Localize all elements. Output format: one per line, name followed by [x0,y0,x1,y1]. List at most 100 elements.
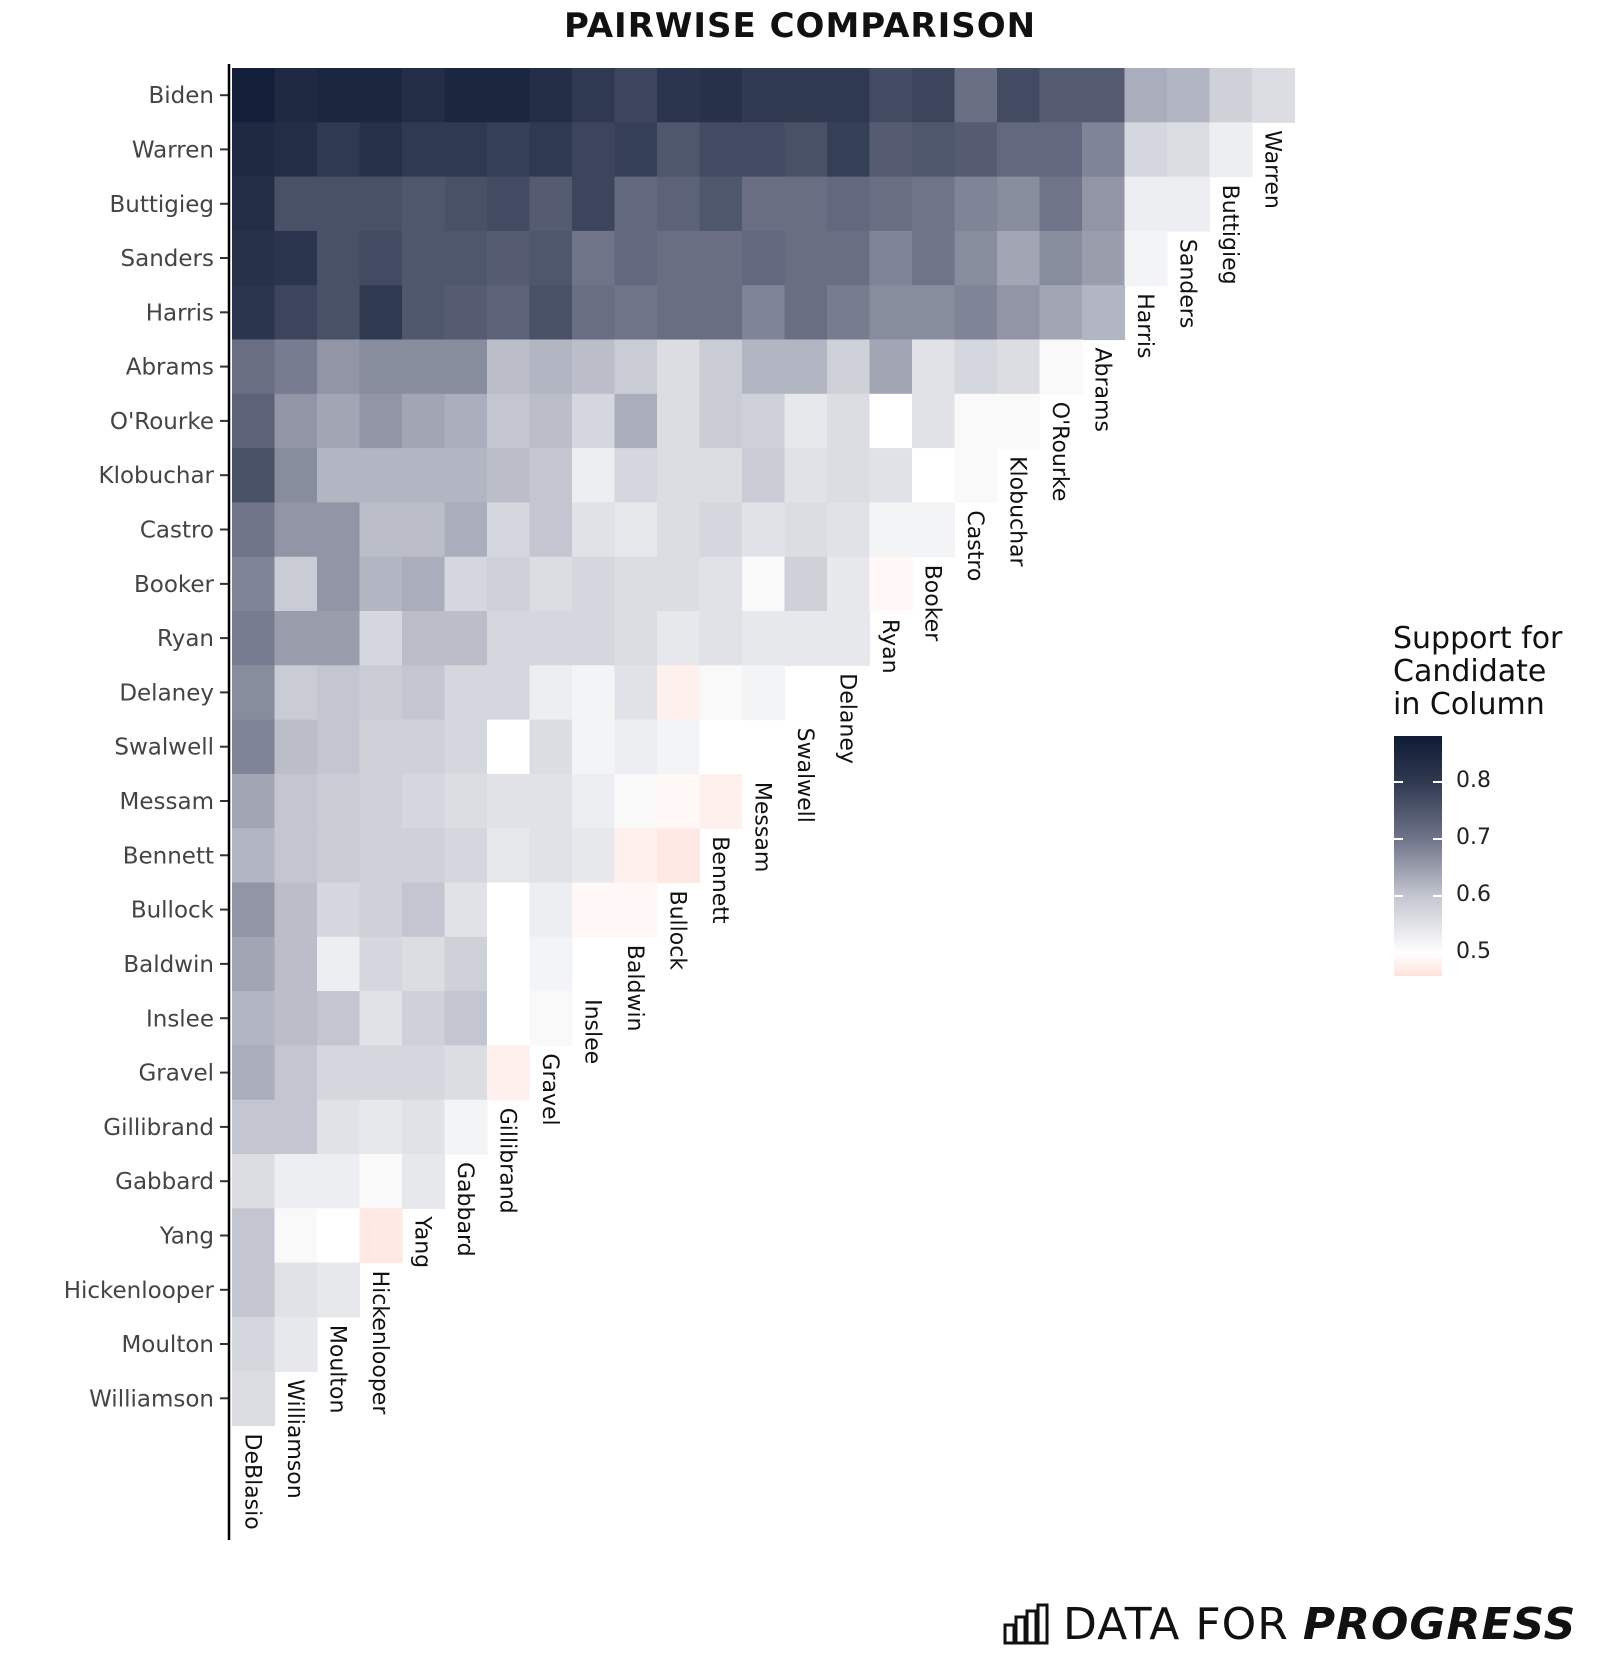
heatmap-cell [572,285,616,341]
heatmap-cell [657,719,701,775]
heatmap-cell [954,176,998,232]
heatmap-cell [657,393,701,449]
heatmap-cell [657,285,701,341]
heatmap-cell [317,1262,361,1318]
heatmap-cell [742,339,786,395]
column-label: Booker [919,565,944,643]
heatmap-cell [1039,339,1083,395]
heatmap-cell [402,1045,446,1101]
row-label: Warren [132,137,214,163]
heatmap-cell [742,285,786,341]
heatmap-cell [487,936,531,992]
heatmap-cell [572,882,616,938]
heatmap-cell [232,882,276,938]
heatmap-cell [699,230,743,286]
heatmap-cell [529,68,573,123]
heatmap-cell [444,665,488,721]
heatmap-cell [572,719,616,775]
heatmap-cell [869,176,913,232]
heatmap-cell [912,122,956,178]
heatmap-cell [614,68,658,123]
heatmap-cell [444,882,488,938]
heatmap-cell [912,285,956,341]
heatmap-cell [232,611,276,666]
column-label: DeBlasio [239,1434,264,1530]
heatmap-cell [784,339,828,395]
heatmap-cell [614,122,658,178]
heatmap-cell [1082,122,1126,178]
legend-color-bar [1394,736,1442,976]
heatmap-cell [912,68,956,123]
heatmap-cell [954,393,998,449]
row-label: Gillibrand [103,1115,214,1141]
row-label: Bennett [123,843,214,869]
heatmap-cell [1167,68,1211,123]
heatmap-cell [614,719,658,775]
heatmap-cell [359,68,403,123]
heatmap-cell [1082,230,1126,286]
heatmap-cell [869,393,913,449]
heatmap-cell [232,68,276,123]
row-label: O'Rourke [110,409,214,435]
heatmap-cell [274,1099,318,1155]
heatmap-cell [1124,230,1168,286]
heatmap-cell [359,502,403,558]
row-label: Yang [159,1224,214,1250]
heatmap-cell [359,339,403,395]
heatmap-cell [784,611,828,666]
heatmap-cell [317,1154,361,1209]
row-label: Abrams [126,355,214,381]
heatmap-cell [572,122,616,178]
heatmap-cell [317,448,361,503]
heatmap-cell [274,611,318,666]
heatmap-cell [274,556,318,612]
heatmap-cell [529,285,573,341]
heatmap-cell [402,122,446,178]
heatmap-cell [529,339,573,395]
heatmap-cell [614,339,658,395]
heatmap-cell [572,502,616,558]
heatmap-cell [614,556,658,612]
heatmap-cell [402,828,446,884]
column-label: Williamson [282,1379,307,1499]
heatmap-cell [954,68,998,123]
column-label: Sanders [1174,239,1199,328]
row-label: Messam [120,789,214,815]
heatmap-cell [359,882,403,938]
heatmap-cell [1039,285,1083,341]
heatmap-cell [317,393,361,449]
heatmap-cell [317,828,361,884]
heatmap-cell [402,991,446,1046]
heatmap-cell [869,68,913,123]
heatmap-cell [487,882,531,938]
heatmap-cell [657,448,701,503]
heatmap-cell [317,556,361,612]
heatmap-cell [359,719,403,775]
heatmap-cell [657,230,701,286]
heatmap-cell [657,176,701,232]
heatmap-cell [827,285,871,341]
heatmap-cell [317,1208,361,1264]
heatmap-cell [402,448,446,503]
heatmap-cell [487,230,531,286]
heatmap-cell [402,611,446,666]
heatmap-cell [699,773,743,829]
heatmap-cell [487,176,531,232]
heatmap-cell [274,665,318,721]
heatmap-cell [699,502,743,558]
heatmap-cell [317,339,361,395]
row-label: Hickenlooper [64,1278,215,1304]
heatmap-cell [487,122,531,178]
column-label: Gabbard [452,1162,477,1257]
heatmap-cell [444,176,488,232]
heatmap-cell [1124,68,1168,123]
heatmap-cell [572,230,616,286]
heatmap-cell [529,502,573,558]
heatmap-cell [232,1045,276,1101]
heatmap-cell [614,665,658,721]
heatmap-cell [444,936,488,992]
heatmap-cell [614,176,658,232]
heatmap-cell [954,339,998,395]
heatmap-cell [954,122,998,178]
heatmap-cell [274,230,318,286]
